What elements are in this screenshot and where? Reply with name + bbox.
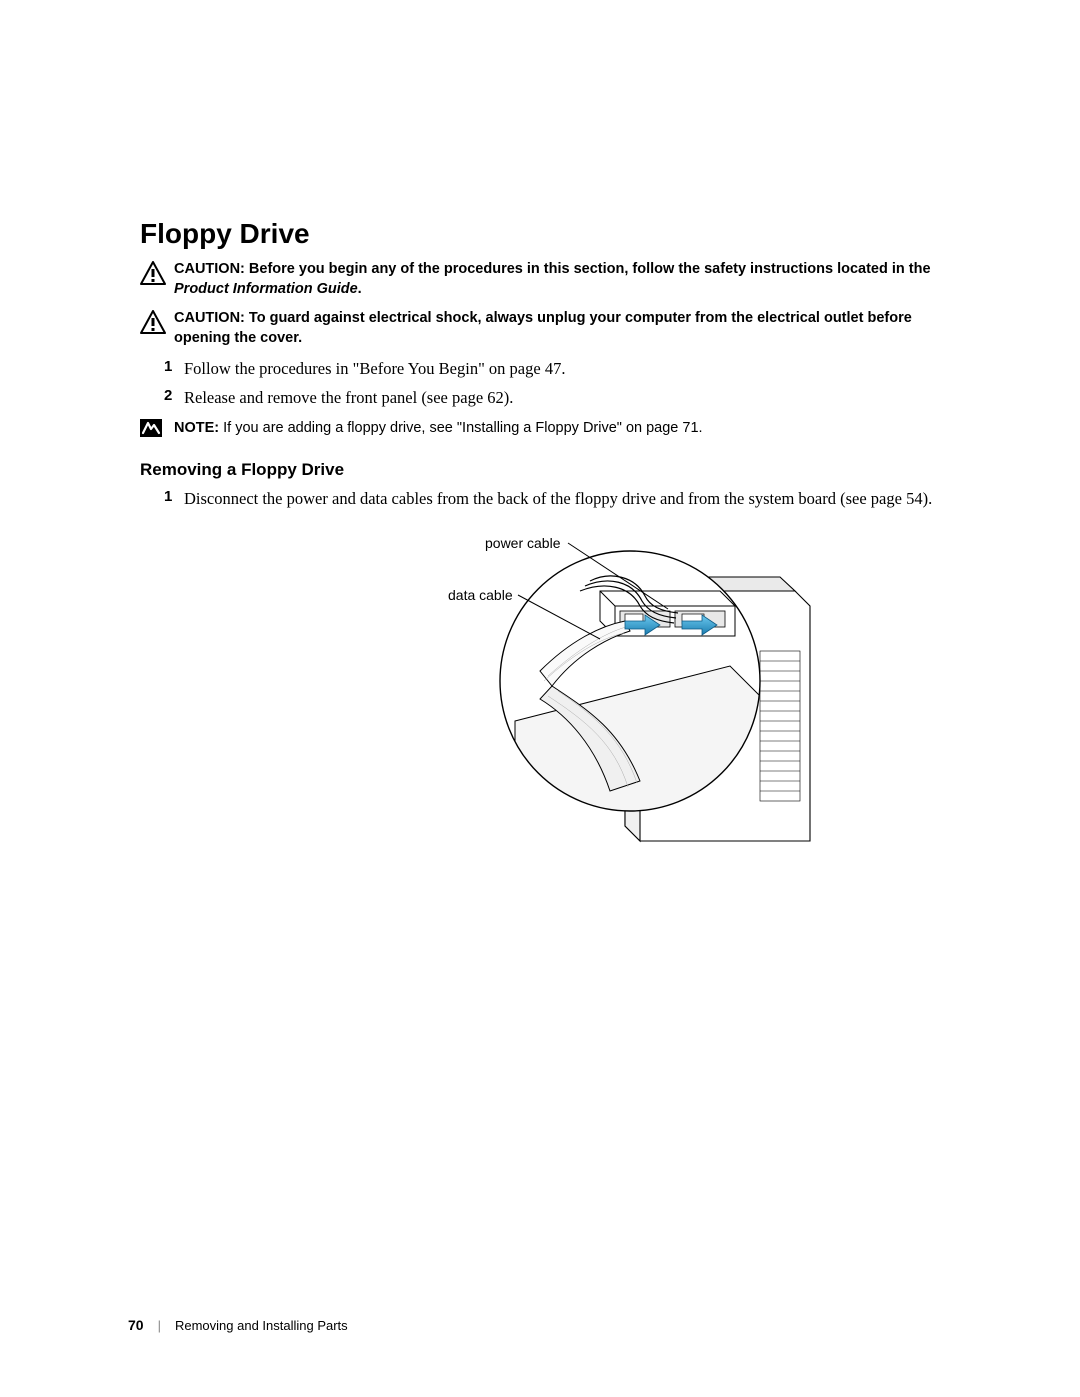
caution-prefix: CAUTION:	[174, 310, 249, 326]
caution-body-a: To guard against electrical shock, alway…	[174, 310, 912, 346]
note-label: NOTE:	[174, 420, 223, 436]
step-2: 2 Release and remove the front panel (se…	[164, 387, 950, 409]
caution-italic: Product Information Guide	[174, 281, 358, 297]
caution-icon	[140, 310, 168, 334]
caution-body-a: Before you begin any of the procedures i…	[249, 261, 931, 277]
step-text: Release and remove the front panel (see …	[184, 387, 513, 409]
step-list-a: 1 Follow the procedures in "Before You B…	[164, 358, 950, 409]
footer-divider: |	[158, 1318, 161, 1333]
caution-body-b: .	[358, 281, 362, 297]
caution-icon	[140, 261, 168, 285]
subheading: Removing a Floppy Drive	[140, 460, 950, 480]
note-block: NOTE: If you are adding a floppy drive, …	[140, 419, 950, 439]
caution-1-text: CAUTION: Before you begin any of the pro…	[174, 260, 950, 299]
note-text: NOTE: If you are adding a floppy drive, …	[174, 419, 703, 439]
step-text: Disconnect the power and data cables fro…	[184, 488, 932, 510]
footer-chapter: Removing and Installing Parts	[175, 1318, 348, 1333]
step-1: 1 Follow the procedures in "Before You B…	[164, 358, 950, 380]
step-number: 1	[164, 488, 184, 510]
note-icon	[140, 419, 164, 437]
page-content: Floppy Drive CAUTION: Before you begin a…	[140, 218, 950, 881]
step-list-b: 1 Disconnect the power and data cables f…	[164, 488, 950, 510]
section-heading: Floppy Drive	[140, 218, 950, 250]
caution-2-text: CAUTION: To guard against electrical sho…	[174, 309, 950, 348]
step-text: Follow the procedures in "Before You Beg…	[184, 358, 565, 380]
step-number: 2	[164, 387, 184, 409]
figure-label-power-cable: power cable	[485, 535, 561, 551]
page-number: 70	[128, 1317, 144, 1333]
step-b-1: 1 Disconnect the power and data cables f…	[164, 488, 950, 510]
page-footer: 70 | Removing and Installing Parts	[128, 1317, 348, 1333]
figure: power cable data cable	[290, 521, 890, 881]
figure-svg	[290, 521, 890, 881]
caution-2: CAUTION: To guard against electrical sho…	[140, 309, 950, 348]
note-body: If you are adding a floppy drive, see "I…	[223, 420, 702, 436]
figure-label-data-cable: data cable	[448, 587, 513, 603]
step-number: 1	[164, 358, 184, 380]
caution-1: CAUTION: Before you begin any of the pro…	[140, 260, 950, 299]
caution-prefix: CAUTION:	[174, 261, 249, 277]
